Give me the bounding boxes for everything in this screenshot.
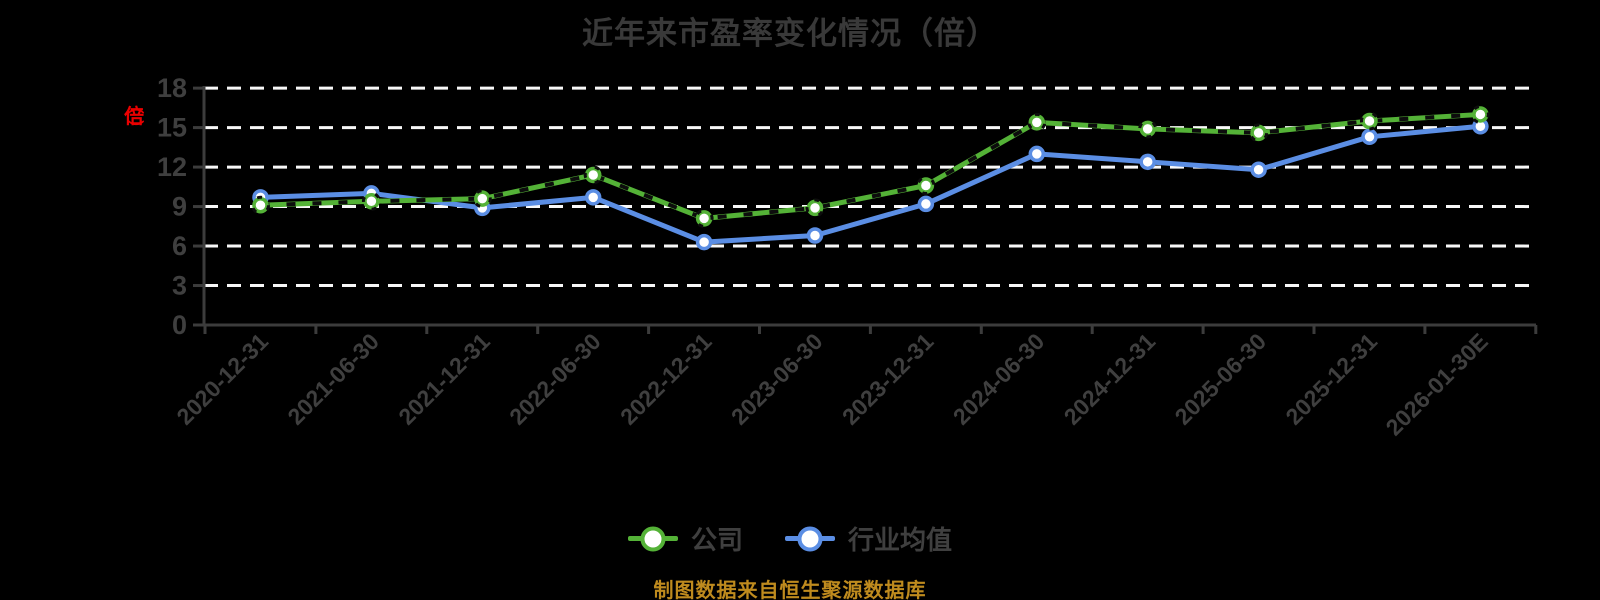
data-point-marker-dash — [1138, 119, 1158, 139]
x-tick-label: 2023-12-31 — [837, 328, 939, 430]
data-point-marker — [474, 190, 491, 207]
data-point-marker — [695, 233, 713, 251]
x-tick-label: 2021-06-30 — [282, 328, 384, 430]
series-industry — [252, 118, 1489, 251]
x-tick-label: 2025-06-30 — [1170, 328, 1272, 430]
data-point-marker-dash — [1360, 111, 1379, 131]
data-point-marker-dash — [361, 191, 381, 211]
gridlines — [204, 86, 1536, 288]
legend-line-company — [627, 526, 678, 551]
data-point-marker — [1361, 128, 1378, 146]
data-point-marker — [1139, 120, 1156, 138]
data-point-marker — [1250, 161, 1267, 178]
x-tick-label: 2022-06-30 — [504, 328, 606, 430]
data-point-marker — [1028, 114, 1046, 131]
x-tick-label: 2024-12-31 — [1059, 328, 1161, 430]
data-point-marker-dash — [1470, 104, 1490, 124]
legend-marker-company — [640, 526, 666, 551]
x-tick-label: 2020-12-31 — [171, 328, 273, 430]
legend-item-industry[interactable]: 行业均值 — [785, 520, 952, 557]
legend-marker-industry — [797, 526, 823, 551]
series-line-dash-overlay — [260, 112, 1481, 221]
data-point-marker-dash — [1249, 123, 1269, 143]
x-axis: 2020-12-31 2021-06-30 2021-12-31 2022-06-30… — [171, 323, 1538, 441]
data-point-marker — [1028, 145, 1046, 163]
data-source-note: 制图数据来自恒生聚源数据库 — [653, 580, 927, 600]
x-tick-label: 2026-01-30E — [1381, 328, 1493, 440]
data-point-marker — [806, 227, 824, 244]
legend-label-company: 公司 — [690, 525, 743, 555]
y-tick-label: 0 — [172, 310, 187, 340]
data-point-marker — [584, 189, 602, 206]
data-point-marker — [363, 193, 380, 210]
data-point-marker — [917, 195, 935, 213]
y-tick-label: 15 — [157, 113, 187, 143]
x-tick-label: 2025-12-31 — [1280, 328, 1382, 430]
series-line-industry — [258, 123, 1483, 245]
series-company — [251, 104, 1490, 228]
y-axis-unit-label: （倍） — [124, 98, 144, 136]
data-point-marker — [252, 196, 269, 214]
data-point-marker — [1250, 124, 1267, 142]
y-tick-label: 12 — [157, 152, 187, 182]
unit-char: 倍 — [124, 106, 144, 128]
y-tick-label: 6 — [172, 231, 187, 261]
x-tick-label: 2021-12-31 — [393, 328, 495, 430]
data-point-marker — [917, 177, 935, 194]
y-tick-label: 18 — [157, 73, 187, 103]
data-point-marker — [806, 199, 824, 217]
data-point-marker-dash — [251, 195, 270, 215]
x-tick-label: 2023-06-30 — [726, 328, 828, 430]
data-point-marker-dash — [472, 189, 492, 209]
y-tick-label: 9 — [172, 192, 187, 222]
chart-title: 近年来市盈率变化情况（倍） — [582, 16, 998, 51]
legend: 公司 行业均值 — [0, 520, 1580, 557]
data-point-marker — [1139, 153, 1156, 171]
y-tick-label: 3 — [172, 271, 187, 301]
data-point-marker-dash — [583, 165, 603, 185]
data-point-marker — [1361, 112, 1378, 130]
legend-line-industry — [785, 526, 835, 551]
data-point-marker — [584, 166, 602, 184]
data-point-marker-dash — [694, 208, 714, 228]
x-tick-label: 2022-12-31 — [615, 328, 717, 430]
data-point-marker — [1472, 106, 1489, 123]
data-point-marker — [695, 210, 713, 227]
legend-item-company[interactable]: 公司 — [627, 520, 743, 557]
legend-label-industry: 行业均值 — [848, 525, 953, 555]
x-tick-label: 2024-06-30 — [948, 328, 1050, 430]
y-axis: 0 3 6 9 12 15 18 — [157, 73, 206, 340]
data-point-marker-dash — [1027, 112, 1047, 132]
